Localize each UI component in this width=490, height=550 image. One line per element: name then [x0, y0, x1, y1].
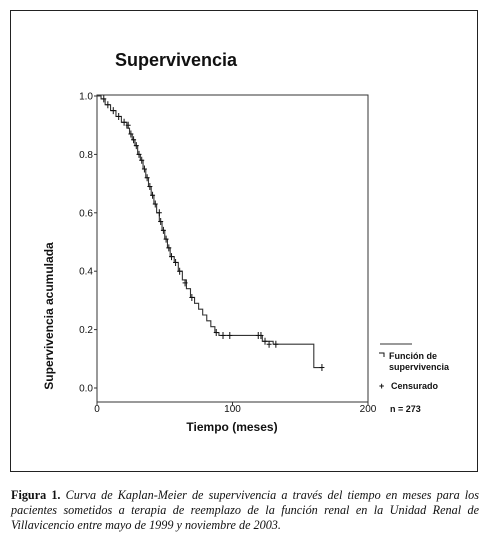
chart-title: Supervivencia	[115, 50, 238, 70]
caption-text: Curva de Kaplan-Meier de supervivencia a…	[11, 488, 479, 532]
censored-mark	[182, 279, 188, 287]
censored-mark	[141, 165, 147, 173]
censored-mark	[213, 329, 219, 337]
censored-mark	[125, 121, 131, 129]
y-tick-label: 1.0	[79, 92, 93, 103]
censored-mark	[144, 174, 150, 182]
y-tick-label: 0.8	[79, 150, 93, 161]
y-tick-label: 0.6	[79, 208, 93, 219]
kaplan-meier-chart: Supervivencia 0.0 0.2 0.4 0.6 0.8 1.0 0 100 200…	[42, 50, 450, 434]
censored-mark	[258, 331, 264, 339]
censored-mark	[273, 340, 279, 348]
censored-mark	[116, 112, 122, 120]
figure-caption: Figura 1. Curva de Kaplan-Meier de super…	[11, 488, 479, 533]
censored-mark	[158, 218, 164, 226]
censored-mark	[147, 183, 153, 191]
y-tick-label: 0.4	[79, 267, 93, 278]
y-axis-ticks: 0.0 0.2 0.4 0.6 0.8 1.0	[79, 92, 97, 395]
censored-mark	[166, 244, 172, 252]
legend-censored-marker: +	[379, 381, 384, 391]
legend-function-label-1: Función de	[389, 351, 437, 361]
figure-frame	[10, 10, 478, 472]
plot-area	[96, 94, 369, 403]
censored-mark	[139, 156, 145, 164]
censored-mark	[133, 142, 139, 150]
censored-mark	[156, 209, 162, 217]
legend-function-label-2: supervivencia	[389, 362, 450, 372]
legend: Función de supervivencia + Censurado n =…	[379, 343, 450, 414]
y-axis-label: Supervivencia acumulada	[42, 242, 56, 390]
censored-mark	[160, 226, 166, 234]
censored-mark	[169, 253, 175, 261]
censored-mark	[173, 258, 179, 266]
caption-label: Figura 1.	[11, 488, 61, 502]
censored-mark	[105, 101, 111, 109]
censored-mark	[266, 340, 272, 348]
legend-n-label: n = 273	[390, 404, 421, 414]
censored-mark	[150, 191, 156, 199]
censored-mark	[189, 293, 195, 301]
censored-mark	[177, 267, 183, 275]
censored-mark	[319, 364, 325, 372]
censored-mark	[121, 118, 127, 126]
x-tick-label: 0	[94, 404, 100, 415]
censored-mark	[163, 235, 169, 243]
x-tick-label: 200	[360, 404, 377, 415]
legend-step-icon	[379, 352, 385, 357]
censored-mark	[128, 130, 134, 138]
x-tick-label: 100	[224, 404, 241, 415]
x-axis-ticks: 0 100 200	[94, 402, 377, 415]
censored-mark	[101, 95, 107, 103]
censored-mark	[110, 107, 116, 115]
censored-mark	[131, 136, 137, 144]
censored-mark	[136, 150, 142, 158]
censored-mark	[220, 331, 226, 339]
censored-mark	[227, 331, 233, 339]
x-axis-label: Tiempo (meses)	[186, 420, 277, 434]
series-layer	[97, 95, 325, 372]
y-tick-label: 0.0	[79, 384, 93, 395]
legend-censored-label: Censurado	[391, 381, 439, 391]
censored-mark	[152, 200, 158, 208]
censored-mark	[262, 337, 268, 345]
y-tick-label: 0.2	[79, 325, 93, 336]
